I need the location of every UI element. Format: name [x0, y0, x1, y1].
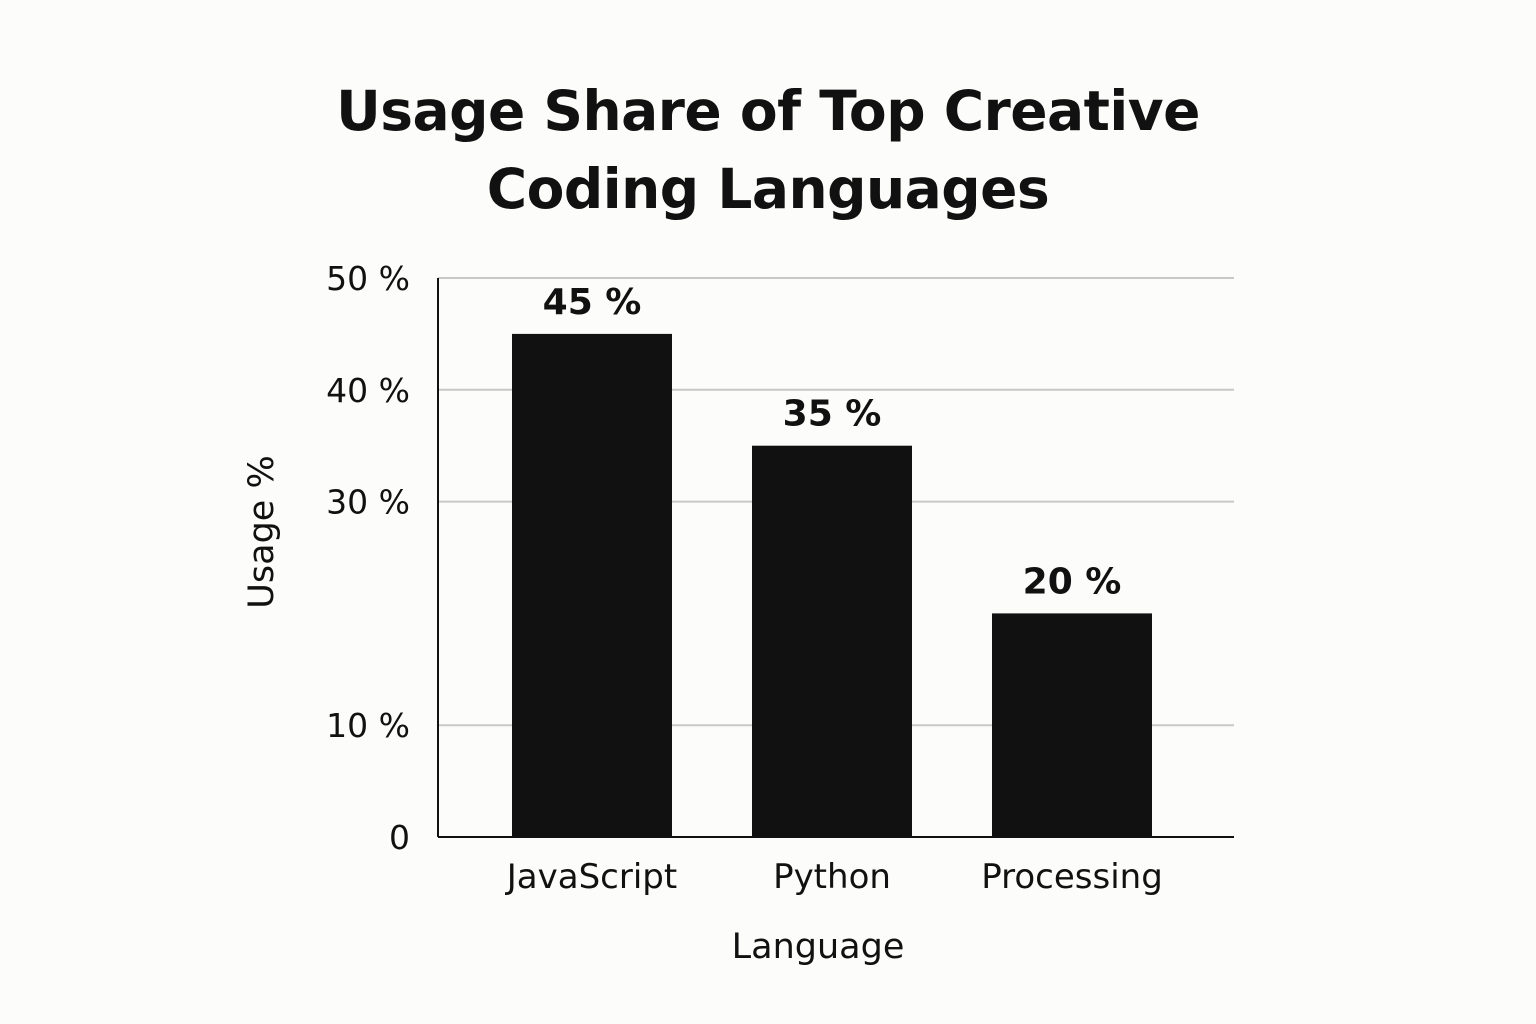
y-axis-title: Usage %	[242, 455, 282, 608]
y-tick-label-4: 50 %	[326, 259, 410, 298]
bar-python	[752, 445, 912, 837]
bars	[512, 333, 1152, 837]
y-tick-label-3: 40 %	[326, 371, 410, 410]
data-label-processing: 20 %	[1023, 561, 1122, 602]
bar-javascript	[512, 333, 672, 837]
labels: 0 10 % 30 % 40 % 50 % 45 % JavaScript 35 % Pytho…	[326, 259, 1163, 897]
bar-processing	[992, 613, 1152, 837]
x-axis-title: Language	[732, 927, 905, 967]
chart-title-line-2: Coding Languages	[486, 157, 1050, 221]
y-tick-label-1: 10 %	[326, 706, 410, 745]
x-tick-label-python: Python	[773, 857, 891, 897]
data-label-javascript: 45 %	[543, 282, 642, 323]
y-tick-label-2: 30 %	[326, 483, 410, 522]
y-tick-label-0: 0	[389, 818, 410, 857]
chart-title-line-1: Usage Share of Top Creative	[336, 79, 1200, 143]
data-label-python: 35 %	[783, 394, 882, 435]
x-tick-label-processing: Processing	[981, 857, 1163, 897]
chart-title: Usage Share of Top Creative Coding Langu…	[0, 72, 1536, 228]
x-tick-label-javascript: JavaScript	[505, 857, 677, 897]
axes	[437, 278, 1234, 838]
